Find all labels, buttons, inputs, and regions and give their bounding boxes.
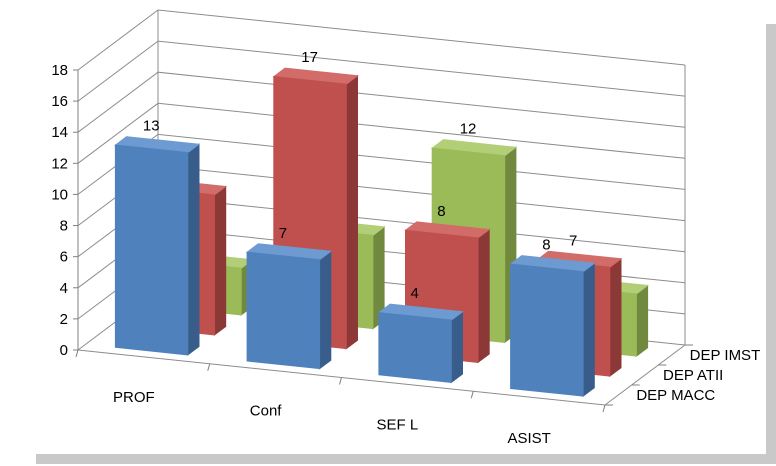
y-tick-label: 2 <box>60 311 68 328</box>
data-label: 8 <box>437 203 445 220</box>
bar-side <box>345 74 358 350</box>
bar <box>114 144 189 356</box>
x-tick <box>470 391 474 399</box>
gridline <box>77 9 686 71</box>
gridline <box>77 71 686 133</box>
y-tick-label: 18 <box>51 62 68 79</box>
bar-side <box>609 257 622 378</box>
x-tick-label: Conf <box>250 403 283 420</box>
series-label: DEP IMST <box>690 347 761 364</box>
data-label: 4 <box>411 285 419 302</box>
bar <box>510 263 584 397</box>
frame-shadow-right <box>766 24 776 464</box>
y-tick-label: 10 <box>51 186 68 203</box>
x-tick-label: PROF <box>113 389 155 406</box>
y-tick-label: 6 <box>60 249 68 266</box>
bar-side <box>582 262 595 398</box>
frame-shadow-bottom <box>36 454 776 464</box>
data-label: 8 <box>542 237 550 254</box>
bar <box>378 312 452 383</box>
series-label: DEP ATII <box>663 367 723 384</box>
bar-side <box>319 250 332 370</box>
gridline <box>77 40 686 102</box>
data-label: 17 <box>301 49 318 66</box>
x-tick-label: SEF L <box>377 416 419 433</box>
y-tick-label: 14 <box>51 124 68 141</box>
y-tick-label: 4 <box>60 280 68 297</box>
data-label: 13 <box>143 118 160 135</box>
bar-side <box>450 310 463 384</box>
bar-side <box>214 185 227 336</box>
y-tick-label: 0 <box>60 342 68 359</box>
x-tick <box>207 363 211 371</box>
x-tick <box>339 377 342 385</box>
bar-side <box>635 284 649 358</box>
data-label: 12 <box>460 121 477 138</box>
bar <box>246 251 321 370</box>
y-tick-label: 16 <box>51 93 68 110</box>
x-tick <box>602 404 606 413</box>
series-label: DEP MACC <box>636 387 715 404</box>
x-tick <box>75 349 79 358</box>
bar-side <box>477 228 490 364</box>
x-tick-label: ASIST <box>507 430 550 447</box>
data-label: 7 <box>569 232 577 249</box>
y-tick-label: 8 <box>60 218 68 235</box>
data-label: 7 <box>279 225 287 242</box>
y-tick-label: 12 <box>51 155 68 172</box>
bar-side <box>187 143 200 356</box>
